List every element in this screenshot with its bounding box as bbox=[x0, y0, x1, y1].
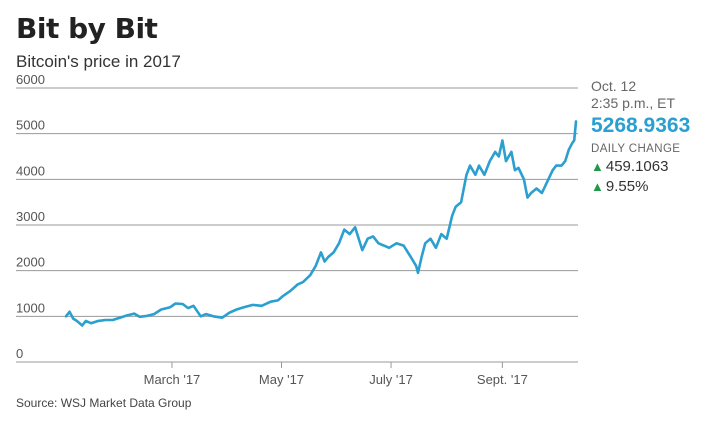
annotation-price: 5268.9363 bbox=[591, 114, 691, 137]
chart-title: Bit by Bit bbox=[16, 12, 158, 45]
y-axis-labels: 0 1000 2000 3000 4000 5000 6000 bbox=[16, 72, 45, 361]
up-triangle-icon: ▲ bbox=[591, 179, 604, 194]
y-tick-label: 6000 bbox=[16, 72, 45, 87]
daily-change-label: DAILY CHANGE bbox=[591, 143, 681, 155]
x-tick-label: July '17 bbox=[369, 372, 413, 387]
y-tick-label: 2000 bbox=[16, 255, 45, 270]
daily-change-percent: ▲ 9.55% bbox=[591, 177, 690, 197]
x-tick-label: March '17 bbox=[144, 372, 201, 387]
daily-change-percent-value: 9.55% bbox=[605, 178, 649, 195]
series-line-bitcoin-price bbox=[64, 120, 578, 327]
chart-subtitle: Bitcoin's price in 2017 bbox=[16, 52, 181, 71]
x-axis: March '17 May '17 July '17 Sept. '17 bbox=[144, 362, 528, 387]
y-tick-label: 4000 bbox=[16, 163, 45, 178]
latest-price-annotation: Oct. 12 2:35 p.m., ET 5268.9363 DAILY CH… bbox=[591, 78, 690, 197]
y-tick-label: 0 bbox=[16, 346, 23, 361]
grid-layer bbox=[16, 87, 578, 363]
line-chart: 0 1000 2000 3000 4000 5000 6000 March '17 May '… bbox=[16, 72, 578, 387]
annotation-date: Oct. 12 bbox=[591, 78, 637, 94]
x-tick-label: May '17 bbox=[259, 372, 304, 387]
y-tick-label: 3000 bbox=[16, 209, 45, 224]
y-tick-label: 5000 bbox=[16, 118, 45, 133]
up-triangle-icon: ▲ bbox=[591, 159, 604, 174]
annotation-time: 2:35 p.m., ET bbox=[591, 95, 676, 111]
daily-change-absolute-value: 459.1063 bbox=[605, 158, 669, 175]
y-tick-label: 1000 bbox=[16, 300, 45, 315]
x-tick-label: Sept. '17 bbox=[477, 372, 528, 387]
daily-change-absolute: ▲ 459.1063 bbox=[591, 157, 690, 177]
source-note: Source: WSJ Market Data Group bbox=[16, 396, 192, 410]
